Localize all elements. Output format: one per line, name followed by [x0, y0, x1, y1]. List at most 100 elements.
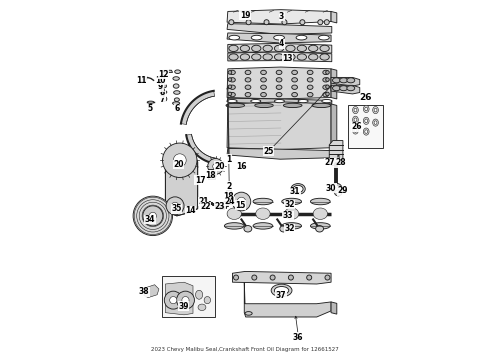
Ellipse shape	[316, 226, 323, 232]
Text: 36: 36	[293, 333, 303, 342]
Circle shape	[326, 85, 329, 89]
Ellipse shape	[230, 78, 235, 82]
Circle shape	[164, 291, 182, 309]
Ellipse shape	[307, 70, 313, 75]
Text: 18: 18	[206, 171, 216, 180]
Text: 35: 35	[172, 204, 182, 213]
Circle shape	[234, 275, 239, 280]
Ellipse shape	[311, 223, 330, 229]
Polygon shape	[331, 69, 337, 99]
Ellipse shape	[261, 78, 267, 82]
Text: 19: 19	[240, 10, 250, 19]
Polygon shape	[227, 24, 332, 35]
Circle shape	[232, 192, 251, 211]
Ellipse shape	[309, 45, 318, 51]
Circle shape	[246, 20, 251, 25]
Ellipse shape	[333, 78, 341, 83]
Circle shape	[213, 163, 219, 169]
Polygon shape	[228, 52, 332, 62]
Ellipse shape	[373, 107, 378, 114]
Text: 24: 24	[224, 197, 235, 206]
Circle shape	[282, 20, 287, 25]
Text: 15: 15	[236, 201, 246, 210]
Ellipse shape	[282, 223, 301, 229]
Text: 30: 30	[326, 184, 336, 193]
Text: 20: 20	[214, 162, 224, 171]
Ellipse shape	[229, 54, 238, 60]
Circle shape	[182, 297, 189, 304]
Ellipse shape	[251, 35, 262, 40]
Text: 33: 33	[283, 211, 294, 220]
Text: 27: 27	[324, 158, 335, 167]
Text: 21: 21	[198, 197, 209, 206]
Ellipse shape	[252, 45, 261, 51]
Ellipse shape	[307, 78, 313, 82]
Text: 32: 32	[285, 200, 295, 209]
Polygon shape	[245, 282, 331, 317]
Circle shape	[325, 275, 330, 280]
Text: 39: 39	[178, 302, 189, 311]
Ellipse shape	[229, 35, 240, 40]
Ellipse shape	[365, 130, 368, 134]
Circle shape	[229, 20, 234, 25]
Polygon shape	[181, 91, 215, 125]
Ellipse shape	[172, 102, 180, 105]
Text: 28: 28	[336, 158, 346, 167]
Ellipse shape	[335, 190, 342, 196]
Circle shape	[228, 71, 232, 74]
Ellipse shape	[175, 70, 180, 73]
Ellipse shape	[276, 93, 282, 97]
Ellipse shape	[347, 86, 355, 91]
Circle shape	[143, 206, 163, 226]
Ellipse shape	[364, 117, 369, 125]
Text: 32: 32	[285, 224, 295, 233]
Ellipse shape	[240, 45, 249, 51]
Circle shape	[318, 20, 323, 25]
Ellipse shape	[224, 198, 244, 205]
Ellipse shape	[252, 54, 261, 60]
Ellipse shape	[312, 103, 331, 108]
Circle shape	[264, 20, 269, 25]
Text: 37: 37	[275, 291, 286, 300]
Ellipse shape	[323, 78, 329, 82]
Circle shape	[237, 197, 245, 206]
Text: 2: 2	[226, 181, 231, 190]
Ellipse shape	[227, 99, 237, 103]
Polygon shape	[232, 271, 331, 284]
Bar	[208, 168, 215, 179]
Ellipse shape	[307, 85, 313, 89]
Ellipse shape	[307, 93, 313, 97]
Ellipse shape	[280, 226, 288, 232]
Ellipse shape	[333, 86, 341, 91]
Ellipse shape	[160, 90, 167, 94]
Ellipse shape	[256, 208, 270, 220]
Text: 29: 29	[338, 186, 348, 195]
Polygon shape	[227, 33, 331, 43]
Ellipse shape	[227, 208, 242, 220]
Ellipse shape	[274, 287, 289, 294]
Ellipse shape	[313, 208, 327, 220]
Polygon shape	[228, 43, 332, 53]
Ellipse shape	[292, 85, 297, 89]
Ellipse shape	[320, 45, 329, 51]
Ellipse shape	[293, 185, 303, 193]
Ellipse shape	[374, 108, 377, 112]
Ellipse shape	[229, 45, 238, 51]
Text: 31: 31	[290, 187, 300, 196]
Ellipse shape	[274, 45, 284, 51]
Ellipse shape	[261, 85, 267, 89]
Ellipse shape	[201, 198, 208, 203]
Polygon shape	[331, 12, 337, 23]
Polygon shape	[166, 150, 197, 216]
Circle shape	[163, 143, 197, 177]
Ellipse shape	[323, 85, 329, 89]
Ellipse shape	[309, 54, 318, 60]
Bar	[162, 276, 215, 317]
Text: 8: 8	[160, 88, 165, 97]
Polygon shape	[227, 148, 331, 159]
Polygon shape	[227, 102, 331, 149]
Text: 26: 26	[360, 93, 372, 102]
Ellipse shape	[263, 45, 272, 51]
Text: 11: 11	[136, 76, 146, 85]
Circle shape	[270, 275, 275, 280]
